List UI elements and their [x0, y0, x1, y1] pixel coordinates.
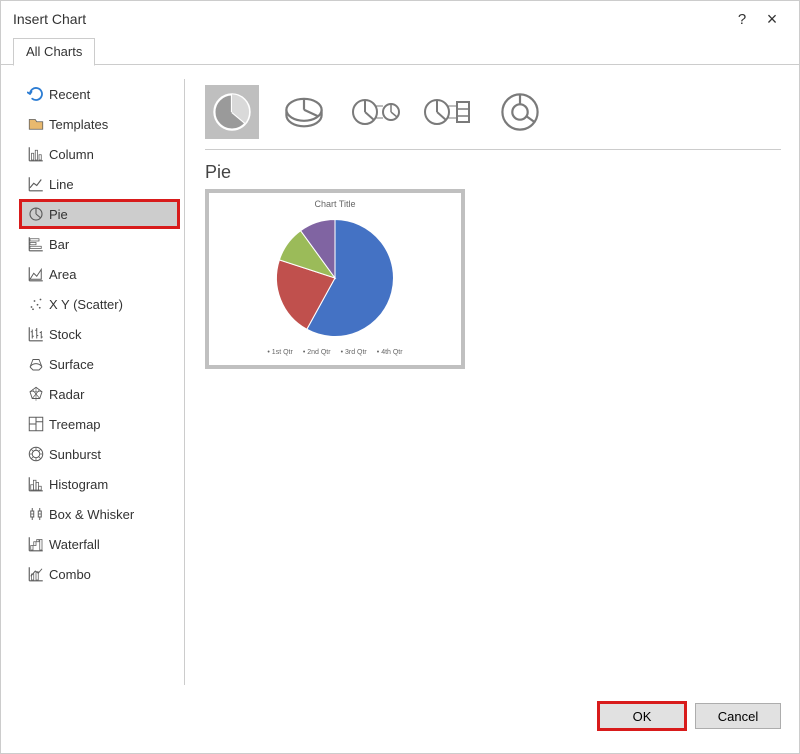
box-whisker-icon [23, 505, 49, 523]
scatter-icon [23, 295, 49, 313]
sidebar-item-label: Combo [49, 567, 91, 582]
subtype-bar-of-pie[interactable] [421, 85, 475, 139]
sidebar-item-pie[interactable]: Pie [19, 199, 180, 229]
column-icon [23, 145, 49, 163]
pie-subtype-row [205, 79, 781, 150]
sidebar-item-bar[interactable]: Bar [19, 229, 180, 259]
sidebar-item-label: Column [49, 147, 94, 162]
stock-icon [23, 325, 49, 343]
sidebar-item-templates[interactable]: Templates [19, 109, 180, 139]
line-icon [23, 175, 49, 193]
sunburst-icon [23, 445, 49, 463]
chart-preview[interactable]: Chart Title 1st Qtr 2nd Qtr 3rd Qtr 4th Qtr [205, 189, 465, 369]
subtype-pie-2d[interactable] [205, 85, 259, 139]
sidebar-item-label: Templates [49, 117, 108, 132]
sidebar-item-label: Box & Whisker [49, 507, 134, 522]
selected-chart-name: Pie [205, 162, 781, 183]
legend-item: 2nd Qtr [303, 349, 331, 356]
sidebar-item-waterfall[interactable]: Waterfall [19, 529, 180, 559]
preview-legend: 1st Qtr 2nd Qtr 3rd Qtr 4th Qtr [267, 349, 402, 356]
sidebar-item-label: Histogram [49, 477, 108, 492]
sidebar-item-area[interactable]: Area [19, 259, 180, 289]
sidebar-item-radar[interactable]: Radar [19, 379, 180, 409]
cancel-button[interactable]: Cancel [695, 703, 781, 729]
subtype-pie-of-pie[interactable] [349, 85, 403, 139]
surface-icon [23, 355, 49, 373]
combo-icon [23, 565, 49, 583]
subtype-doughnut[interactable] [493, 85, 547, 139]
bar-icon [23, 235, 49, 253]
legend-item: 3rd Qtr [341, 349, 367, 356]
sidebar-item-column[interactable]: Column [19, 139, 180, 169]
legend-item: 1st Qtr [267, 349, 292, 356]
sidebar-item-label: Treemap [49, 417, 101, 432]
sidebar-item-sunburst[interactable]: Sunburst [19, 439, 180, 469]
sidebar-item-histogram[interactable]: Histogram [19, 469, 180, 499]
sidebar-item-label: Waterfall [49, 537, 100, 552]
tab-all-charts[interactable]: All Charts [13, 38, 95, 66]
recent-icon [23, 85, 49, 103]
sidebar-item-stock[interactable]: Stock [19, 319, 180, 349]
treemap-icon [23, 415, 49, 433]
sidebar-item-label: Area [49, 267, 76, 282]
area-icon [23, 265, 49, 283]
sidebar-item-label: Pie [49, 207, 68, 222]
dialog-title: Insert Chart [13, 11, 727, 27]
sidebar-item-line[interactable]: Line [19, 169, 180, 199]
pie-icon [23, 205, 49, 223]
histogram-icon [23, 475, 49, 493]
sidebar-item-label: Bar [49, 237, 69, 252]
sidebar-item-label: Recent [49, 87, 90, 102]
sidebar-item-label: X Y (Scatter) [49, 297, 123, 312]
sidebar-item-treemap[interactable]: Treemap [19, 409, 180, 439]
tab-strip: All Charts [1, 37, 799, 65]
sidebar-item-box-whisker[interactable]: Box & Whisker [19, 499, 180, 529]
ok-button[interactable]: OK [599, 703, 685, 729]
legend-item: 4th Qtr [377, 349, 403, 356]
sidebar-item-recent[interactable]: Recent [19, 79, 180, 109]
help-button[interactable]: ? [727, 11, 757, 28]
subtype-pie-3d[interactable] [277, 85, 331, 139]
radar-icon [23, 385, 49, 403]
sidebar-item-label: Stock [49, 327, 82, 342]
pie-preview-svg [270, 213, 400, 343]
sidebar-item-label: Sunburst [49, 447, 101, 462]
sidebar-item-label: Surface [49, 357, 94, 372]
sidebar-item-x-y-scatter-[interactable]: X Y (Scatter) [19, 289, 180, 319]
close-button[interactable]: × [757, 9, 787, 30]
preview-chart-title: Chart Title [314, 199, 355, 209]
sidebar-item-surface[interactable]: Surface [19, 349, 180, 379]
sidebar-item-label: Radar [49, 387, 84, 402]
chart-category-sidebar: Recent Templates Column Line Pie Bar Area X Y (… [19, 79, 185, 685]
sidebar-item-combo[interactable]: Combo [19, 559, 180, 589]
sidebar-item-label: Line [49, 177, 74, 192]
waterfall-icon [23, 535, 49, 553]
templates-icon [23, 115, 49, 133]
